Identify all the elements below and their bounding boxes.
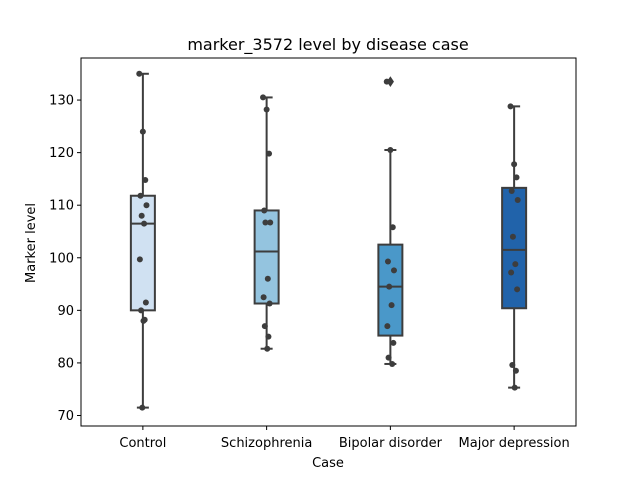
data-point [507, 103, 514, 110]
data-point [136, 256, 143, 263]
data-point [137, 192, 144, 199]
data-point [389, 360, 396, 367]
data-point [390, 339, 397, 346]
data-point [383, 78, 390, 85]
data-point [260, 94, 267, 101]
data-point [140, 317, 147, 324]
data-point [139, 128, 146, 135]
data-point [508, 269, 515, 276]
data-point [141, 220, 148, 227]
data-point [511, 161, 518, 168]
x-tick-label: Bipolar disorder [339, 436, 443, 451]
y-tick-label: 90 [57, 304, 74, 319]
data-point [266, 150, 273, 157]
data-point [388, 302, 395, 309]
data-point [384, 258, 391, 265]
data-point [512, 261, 519, 268]
y-axis-title: Marker level [24, 203, 39, 283]
data-point [387, 147, 394, 153]
data-point [142, 299, 149, 306]
box-iqr [129, 194, 156, 312]
data-point [509, 362, 516, 369]
data-point [509, 233, 516, 240]
y-tick-label: 130 [49, 94, 74, 109]
y-tick-label: 110 [49, 199, 74, 214]
data-point [386, 283, 393, 290]
y-tick-label: 100 [49, 251, 74, 266]
data-point [513, 174, 520, 181]
y-tick-label: 70 [57, 409, 74, 424]
y-tick-label: 120 [49, 146, 74, 161]
box-group-major-depression [501, 103, 528, 391]
data-point [142, 176, 149, 183]
box-group-control [129, 70, 156, 411]
x-axis-title: Case [312, 456, 344, 471]
data-point [389, 224, 396, 231]
data-point [262, 219, 269, 226]
x-tick-label: Major depression [459, 436, 570, 451]
plot-area [129, 70, 528, 411]
data-point [264, 275, 271, 282]
data-point [138, 212, 145, 219]
data-point [261, 323, 268, 330]
data-point [384, 323, 391, 330]
box-iqr [253, 209, 280, 305]
data-point [265, 333, 272, 340]
data-point [136, 70, 143, 77]
data-point [139, 404, 146, 411]
data-point [390, 267, 397, 274]
box-iqr [501, 186, 528, 310]
axes: 70 80 90 100 110 120 130 Control Schizophrenia Bi… [49, 57, 577, 451]
data-point [264, 345, 271, 352]
data-point [138, 307, 145, 314]
box-group-schizophrenia [253, 94, 280, 352]
box-group-bipolar-disorder [377, 76, 404, 367]
data-point [143, 202, 150, 209]
data-point [514, 286, 521, 293]
data-point [266, 300, 273, 307]
data-point [261, 207, 268, 214]
box-iqr [377, 243, 404, 337]
data-point [514, 196, 521, 203]
x-tick-label: Control [119, 436, 166, 451]
data-point [508, 188, 515, 195]
y-tick-label: 80 [57, 356, 74, 371]
data-point [512, 367, 519, 374]
plot-frame [80, 57, 577, 427]
data-point [267, 219, 274, 226]
data-point [511, 384, 518, 391]
data-point [260, 294, 267, 301]
x-tick-label: Schizophrenia [221, 436, 312, 451]
data-point [263, 106, 270, 113]
chart-title: marker_3572 level by disease case [187, 35, 468, 55]
data-point [385, 354, 392, 361]
